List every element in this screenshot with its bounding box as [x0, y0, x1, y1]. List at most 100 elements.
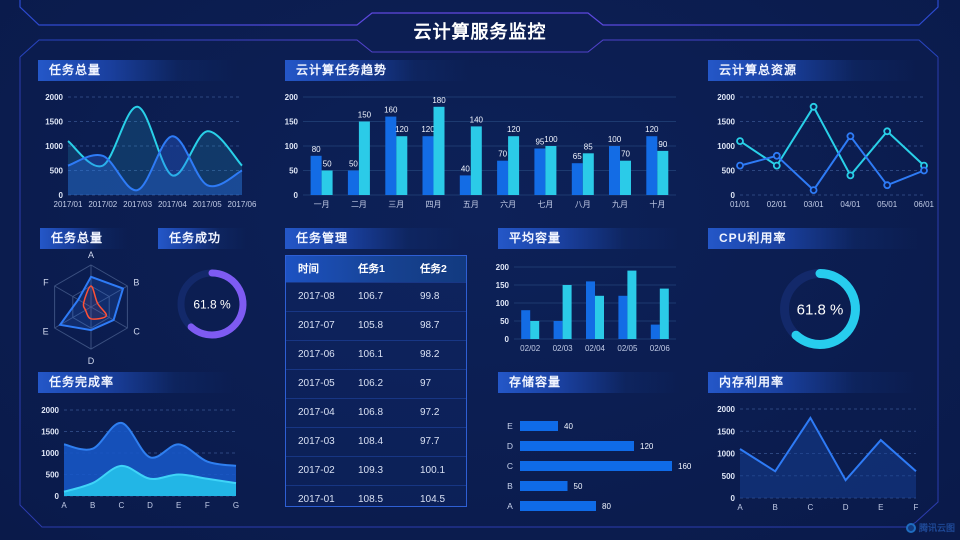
svg-text:150: 150: [285, 118, 299, 127]
table-cell: 99.8: [420, 291, 440, 302]
svg-text:B: B: [507, 481, 513, 491]
svg-text:A: A: [88, 250, 94, 260]
svg-text:150: 150: [496, 281, 510, 290]
svg-text:2017/05: 2017/05: [193, 200, 222, 209]
panel-title-radar: 任务总量: [40, 228, 128, 249]
svg-text:十月: 十月: [649, 199, 665, 209]
panel-title-success: 任务成功: [158, 228, 246, 249]
panel-title-trend: 云计算任务趋势: [285, 60, 470, 81]
resources-line-chart: 0 500 1000 1500 2000 01/01 02/01 03/01 04/01 05/0…: [708, 82, 934, 213]
success-gauge: 61.8 %: [158, 250, 247, 360]
table-cell: 106.7: [358, 291, 384, 302]
svg-text:500: 500: [722, 472, 736, 481]
table-cell: 109.3: [358, 465, 384, 476]
svg-text:A: A: [61, 501, 67, 510]
svg-text:B: B: [133, 278, 139, 288]
panel-title-memory: 内存利用率: [708, 372, 918, 393]
panel-title-resources: 云计算总资源: [708, 60, 918, 81]
svg-text:0: 0: [731, 494, 736, 503]
svg-text:C: C: [808, 503, 814, 512]
svg-text:180: 180: [432, 96, 446, 105]
table-cell: 2017-07: [298, 320, 335, 331]
svg-text:E: E: [507, 421, 513, 431]
svg-text:1000: 1000: [717, 142, 735, 151]
table-row: 2017-06 106.1 98.2: [286, 340, 466, 369]
svg-text:95: 95: [535, 137, 544, 146]
svg-text:2000: 2000: [45, 93, 63, 102]
svg-text:50: 50: [574, 482, 583, 491]
svg-text:500: 500: [722, 167, 736, 176]
table-cell: 2017-03: [298, 436, 335, 447]
table-cell: 105.8: [358, 320, 384, 331]
svg-text:150: 150: [358, 111, 372, 120]
svg-text:2017/01: 2017/01: [54, 200, 83, 209]
svg-text:70: 70: [498, 150, 507, 159]
svg-text:F: F: [914, 503, 919, 512]
svg-text:02/05: 02/05: [617, 344, 638, 353]
brand-logo: 腾讯云图: [906, 521, 955, 534]
avg-capacity-chart: 0 50 100 150 200 02/02 02/03 02/04 02/05 02/06: [496, 250, 680, 360]
svg-text:六月: 六月: [500, 199, 516, 209]
cpu-gauge: 61.8 %: [708, 250, 930, 368]
panel-title-storage: 存储容量: [498, 372, 680, 393]
svg-text:D: D: [843, 503, 849, 512]
svg-text:70: 70: [621, 150, 630, 159]
svg-text:02/01: 02/01: [767, 200, 788, 209]
svg-text:五月: 五月: [463, 200, 479, 209]
svg-text:0: 0: [731, 191, 736, 200]
svg-text:D: D: [147, 501, 153, 510]
svg-text:50: 50: [323, 160, 332, 169]
table-cell: 2017-04: [298, 407, 335, 418]
svg-text:四月: 四月: [426, 200, 442, 209]
table-header-cell: 时间: [298, 263, 319, 275]
table-row: 2017-07 105.8 98.7: [286, 311, 466, 340]
svg-text:61.8 %: 61.8 %: [193, 297, 231, 311]
svg-text:100: 100: [496, 299, 510, 308]
task-radar-chart: A B C D E F: [38, 250, 148, 366]
page-title: 云计算服务监控: [413, 22, 547, 42]
table-cell: 106.2: [358, 378, 384, 389]
svg-text:140: 140: [470, 115, 484, 124]
table-row: 2017-08 106.7 99.8: [286, 282, 466, 311]
svg-text:80: 80: [602, 502, 611, 511]
svg-text:85: 85: [584, 142, 593, 151]
svg-text:1500: 1500: [717, 427, 735, 436]
svg-text:D: D: [88, 356, 95, 366]
trend-bar-chart: 0 50 100 150 200 一月 二月 三月 四月 五月 六月 七月 八月 九月 十月 80 50 160 1…: [285, 82, 680, 213]
table-cell: 2017-02: [298, 465, 335, 476]
task-table: 时间 任务1 任务2 2017-08 106.7 99.8 2017-07 105.8 98.7…: [285, 255, 467, 507]
svg-text:100: 100: [608, 135, 622, 144]
svg-text:0: 0: [294, 191, 299, 200]
svg-text:1000: 1000: [717, 450, 735, 459]
table-cell: 97.7: [420, 436, 440, 447]
svg-text:0: 0: [59, 191, 64, 200]
svg-text:九月: 九月: [612, 200, 628, 209]
table-cell: 108.5: [358, 494, 384, 505]
svg-text:40: 40: [564, 422, 573, 431]
svg-text:一月: 一月: [314, 200, 330, 209]
table-cell: 106.8: [358, 407, 384, 418]
svg-text:03/01: 03/01: [804, 200, 825, 209]
svg-text:1500: 1500: [45, 118, 63, 127]
svg-text:E: E: [878, 503, 883, 512]
completion-area-chart: 0 500 1000 1500 2000 A B C D E F G: [38, 394, 245, 518]
svg-text:1000: 1000: [45, 142, 63, 151]
svg-text:0: 0: [505, 335, 510, 344]
svg-text:C: C: [118, 501, 124, 510]
svg-text:A: A: [737, 503, 743, 512]
svg-text:05/01: 05/01: [877, 200, 898, 209]
svg-text:80: 80: [312, 145, 321, 154]
svg-text:160: 160: [384, 106, 398, 115]
svg-text:120: 120: [507, 125, 521, 134]
table-cell: 2017-05: [298, 378, 335, 389]
svg-text:C: C: [133, 327, 140, 337]
panel-title-avg-capacity: 平均容量: [498, 228, 680, 249]
svg-text:E: E: [176, 501, 181, 510]
svg-text:二月: 二月: [351, 200, 367, 209]
svg-text:B: B: [773, 503, 778, 512]
svg-text:八月: 八月: [575, 200, 591, 209]
svg-text:三月: 三月: [388, 200, 404, 209]
svg-text:200: 200: [285, 93, 299, 102]
table-cell: 98.2: [420, 349, 440, 360]
panel-title-management: 任务管理: [285, 228, 460, 249]
